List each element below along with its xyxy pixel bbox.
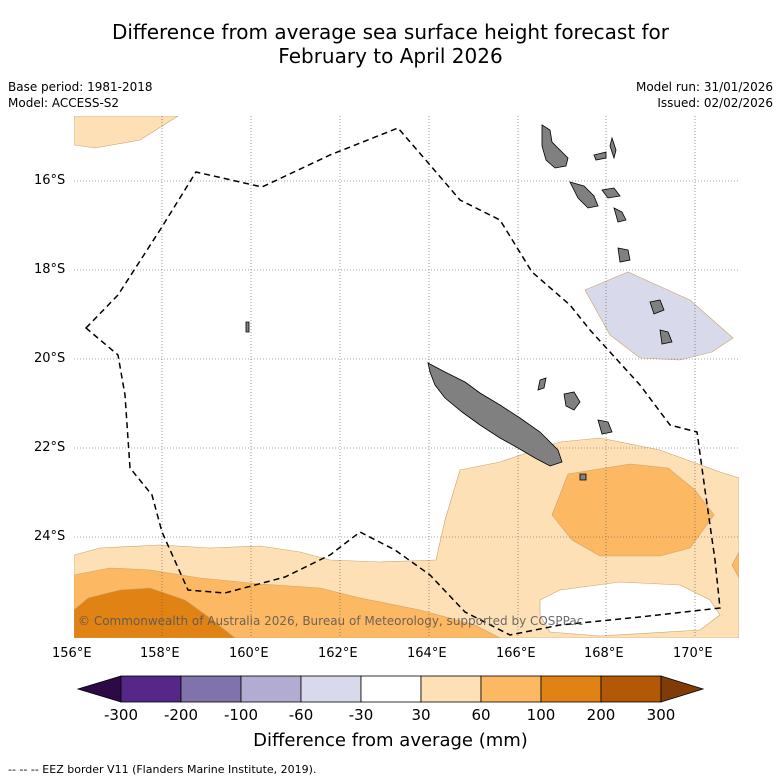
colorbar-extend-high [660,675,705,703]
latitude-label: 20°S [34,351,66,366]
colorbar-bin [240,675,302,703]
colorbar-bin [360,675,422,703]
colorbar-bin [420,675,482,703]
vanuatu-efate [601,187,621,199]
colorbar-tick-label: 60 [471,706,491,724]
loyalty-lifou [563,391,581,411]
longitude-label: 158°E [140,646,180,661]
copyright-note: © Commonwealth of Australia 2026, Bureau… [78,614,584,628]
colorbar-bin [300,675,362,703]
loyalty-mare [597,419,613,435]
colorbar-tick-label: 300 [646,706,676,724]
fiji-island-south [659,329,673,345]
vanuatu-ambae [593,151,607,161]
colorbar-bin [540,675,602,703]
vanuatu-tanna [613,207,627,223]
anomaly-region-southeast-medium [551,463,715,557]
colorbar-tick-label: 200 [586,706,616,724]
latitude-label: 18°S [34,262,66,277]
longitude-label: 156°E [52,646,92,661]
anomaly-region-vanuatu [584,271,734,361]
eez-legend: -- -- -- EEZ border V11 (Flanders Marine… [8,763,317,776]
anomaly-region-southwest-dark [74,587,236,638]
loyalty-ouvea [537,377,547,391]
colorbar-bin [180,675,242,703]
colorbar-bin [120,675,182,703]
colorbar-title: Difference from average (mm) [253,730,528,751]
new-caledonia-island [427,362,563,467]
longitude-label: 170°E [673,646,713,661]
colorbar-tick-label: -60 [288,706,314,724]
colorbar-bin [600,675,662,703]
longitude-label: 162°E [318,646,358,661]
colorbar-tick-label: -30 [348,706,374,724]
model-name: Model: ACCESS-S2 [8,96,120,110]
latitude-label: 16°S [34,173,66,188]
map-title-line1: Difference from average sea surface heig… [111,20,670,44]
base-period: Base period: 1981-2018 [8,80,153,94]
vanuatu-malakula [569,181,599,209]
vanuatu-erromango [617,247,631,263]
longitude-label: 168°E [584,646,624,661]
issued-date: Issued: 02/02/2026 [657,96,773,110]
anomaly-region-east-edge [731,551,739,579]
anomaly-region-neutral-hole [539,581,721,637]
colorbar-bin [480,675,542,703]
vanuatu-pentecost [609,136,617,160]
longitude-label: 164°E [407,646,447,661]
isle-of-pines [579,473,587,481]
colorbar-extend-low [76,675,122,703]
map-gridlines [74,116,739,638]
colorbar [76,675,705,703]
latitude-label: 22°S [34,440,66,455]
longitude-label: 166°E [496,646,536,661]
colorbar-tick-label: -300 [103,706,139,724]
map-title-line2: February to April 2026 [278,44,503,68]
anomaly-region-top-left [74,116,179,149]
eez-border [84,127,721,636]
fiji-island-west [649,299,665,315]
longitude-label: 160°E [229,646,269,661]
colorbar-tick-label: -100 [223,706,259,724]
chesterfield-island [245,321,250,333]
latitude-label: 24°S [34,529,66,544]
colorbar-tick-label: 100 [526,706,556,724]
vanuatu-espiritu-santo [541,124,569,169]
model-run: Model run: 31/01/2026 [635,80,773,94]
colorbar-tick-label: -200 [163,706,199,724]
colorbar-tick-label: 30 [411,706,431,724]
